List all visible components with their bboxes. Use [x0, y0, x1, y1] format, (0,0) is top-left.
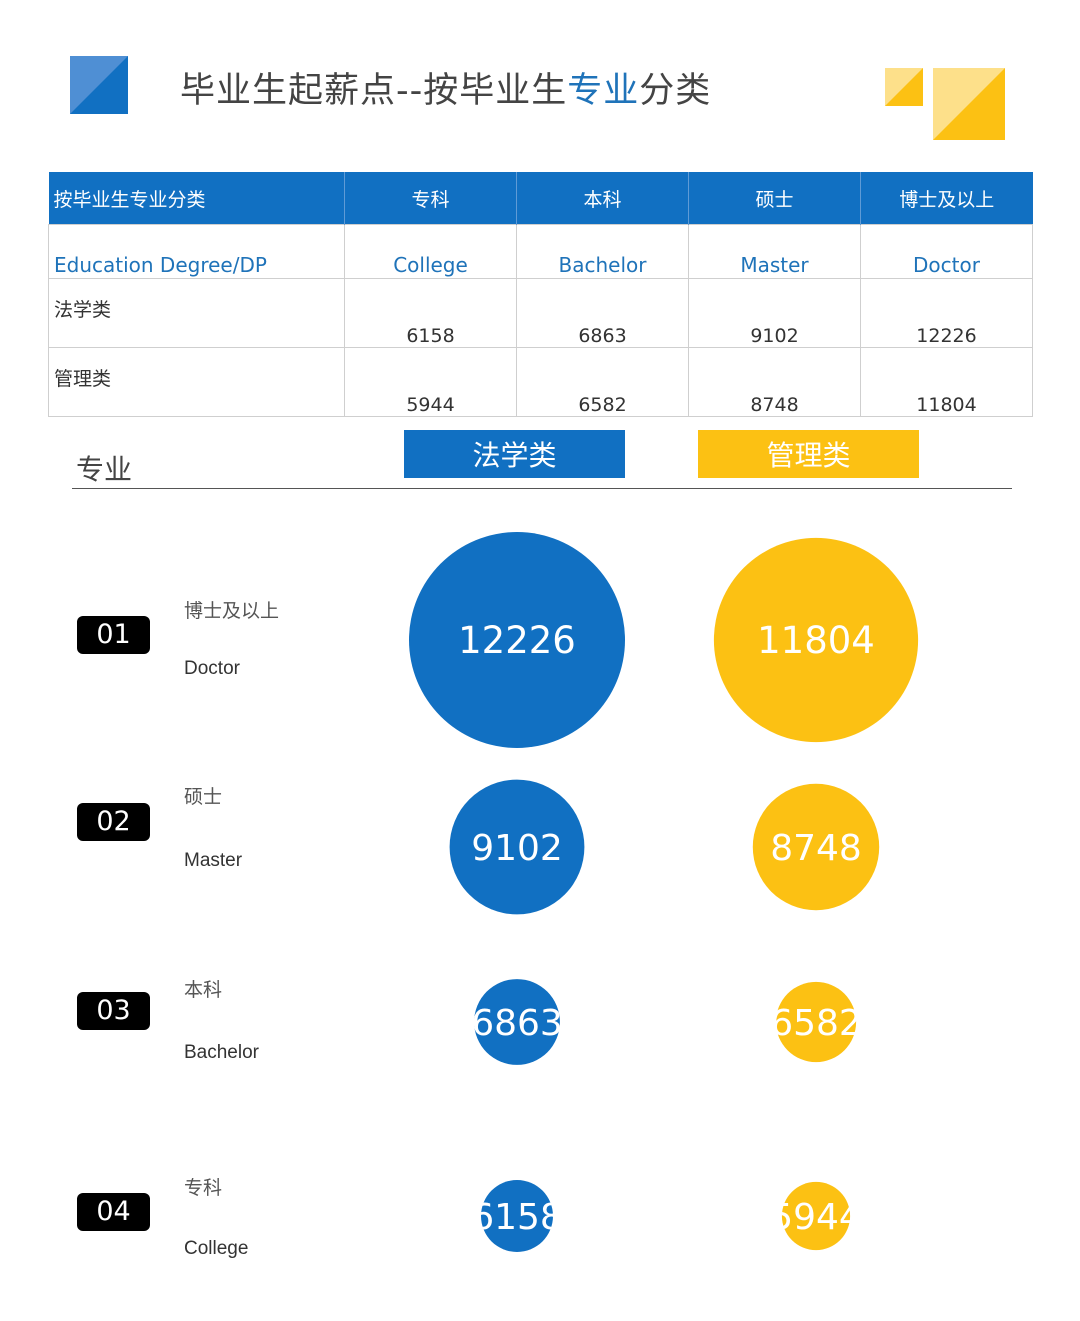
table-row: 管理类 5944 6582 8748 11804	[48, 347, 1033, 417]
salary-table: 按毕业生专业分类 专科 本科 硕士 博士及以上 Education Degree…	[48, 172, 1033, 417]
degree-cn-label: 硕士	[184, 786, 223, 808]
bubble-law	[449, 779, 585, 915]
bubble-value-label: 11804	[757, 619, 875, 662]
table-cell: 8748	[688, 347, 861, 417]
header-cell: 硕士	[688, 172, 861, 225]
major-axis-label: 专业	[76, 453, 133, 486]
table-header-row: 按毕业生专业分类 专科 本科 硕士 博士及以上	[48, 172, 1033, 225]
degree-en-label: Bachelor	[184, 1042, 259, 1063]
degree-en-label: Doctor	[184, 658, 240, 679]
bubble-value-label: 5944	[770, 1197, 862, 1238]
bubble-value-label: 12226	[458, 619, 576, 662]
yellow-squares-decoration	[885, 68, 1005, 140]
header-cell: 按毕业生专业分类	[48, 172, 345, 225]
degree-cn-label: 博士及以上	[184, 600, 280, 622]
table-cell: 5944	[344, 347, 517, 417]
bubble-law	[474, 979, 560, 1065]
table-cell: 12226	[860, 278, 1033, 348]
english-cell: Master	[688, 224, 861, 279]
title-suffix: 分类	[639, 71, 712, 111]
header-cell: 专科	[344, 172, 517, 225]
rank-badge: 04	[77, 1193, 150, 1231]
header-cell: 本科	[516, 172, 689, 225]
english-cell: Bachelor	[516, 224, 689, 279]
degree-cn-label: 专科	[184, 1177, 223, 1199]
legend-divider	[72, 488, 1012, 489]
bubble-management	[775, 981, 857, 1063]
degree-en-label: Master	[184, 850, 243, 871]
rank-badge: 01	[77, 616, 150, 654]
table-row: 法学类 6158 6863 9102 12226	[48, 278, 1033, 348]
legend-management: 管理类	[698, 430, 919, 478]
title-highlight: 专业	[567, 71, 640, 111]
english-cell: Doctor	[860, 224, 1033, 279]
bubble-value-label: 6863	[471, 1003, 563, 1044]
rank-badge: 03	[77, 992, 150, 1030]
row-label: 管理类	[48, 347, 345, 417]
rank-badge: 02	[77, 803, 150, 841]
bubble-value-label: 9102	[471, 828, 563, 869]
table-cell: 6582	[516, 347, 689, 417]
table-cell: 6158	[344, 278, 517, 348]
table-cell: 9102	[688, 278, 861, 348]
degree-en-label: College	[184, 1238, 249, 1259]
bubble-law	[409, 532, 625, 748]
table-cell: 6863	[516, 278, 689, 348]
english-label-cell: Education Degree/DP	[48, 224, 345, 279]
degree-cn-label: 本科	[184, 979, 223, 1001]
bubble-management	[752, 783, 880, 911]
row-label: 法学类	[48, 278, 345, 348]
legend-law: 法学类	[404, 430, 625, 478]
bubble-management	[781, 1181, 851, 1251]
blue-square-decoration	[70, 56, 128, 114]
page-title: 毕业生起薪点--按毕业生专业分类	[180, 62, 711, 113]
table-cell: 11804	[860, 347, 1033, 417]
bubble-value-label: 8748	[770, 828, 862, 869]
table-english-row: Education Degree/DP College Bachelor Mas…	[48, 224, 1033, 279]
header-cell: 博士及以上	[860, 172, 1033, 225]
bubble-value-label: 6158	[471, 1197, 563, 1238]
title-prefix: 毕业生起薪点--按毕业生	[180, 71, 568, 111]
bubble-law	[481, 1180, 553, 1252]
bubble-value-label: 6582	[770, 1003, 862, 1044]
english-cell: College	[344, 224, 517, 279]
bubble-management	[713, 537, 919, 743]
